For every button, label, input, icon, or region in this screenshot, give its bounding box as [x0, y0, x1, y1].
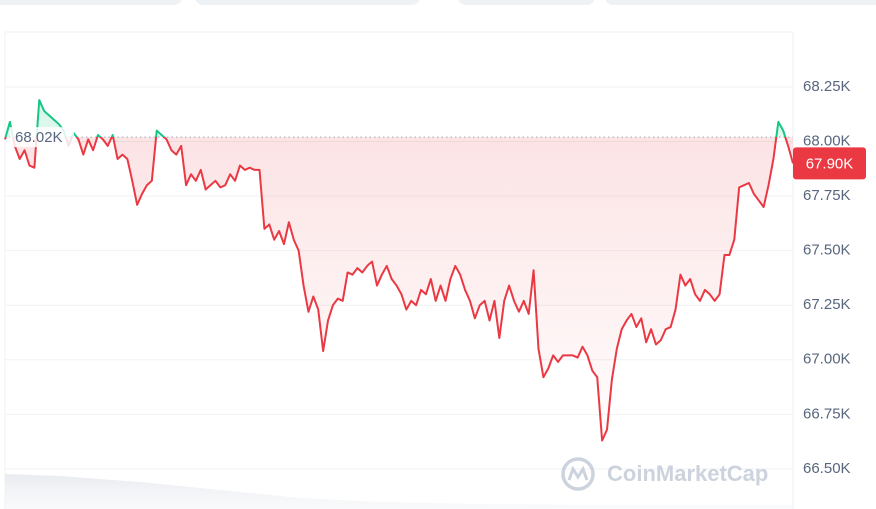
y-tick-label: 67.00K	[803, 351, 851, 368]
watermark-logo	[561, 457, 595, 491]
y-tick-label: 68.25K	[803, 78, 851, 95]
y-tick-label: 67.75K	[803, 187, 851, 204]
volume-area	[5, 474, 793, 509]
tab[interactable]	[0, 0, 182, 5]
tab[interactable]	[458, 0, 595, 5]
watermark-logo	[567, 465, 589, 481]
baseline-label-bg	[10, 127, 74, 148]
baseline-label: 68.02K	[15, 129, 63, 146]
watermark: CoinMarketCap	[561, 457, 768, 491]
last-price-label: 67.90K	[806, 155, 854, 172]
y-tick-label: 67.50K	[803, 242, 851, 259]
last-price-tag	[793, 147, 866, 180]
tab[interactable]	[195, 0, 420, 5]
y-tick-label: 68.00K	[803, 132, 851, 149]
watermark-text: CoinMarketCap	[607, 461, 768, 486]
y-tick-label: 67.25K	[803, 296, 851, 313]
y-tick-label: 66.50K	[803, 460, 851, 477]
plot	[4, 99, 794, 442]
tab[interactable]	[605, 0, 876, 5]
labels: 66.50K 66.75K 67.00K 67.25K 67.50K 67.75K 68.0…	[10, 78, 866, 477]
y-tick-label: 66.75K	[803, 405, 851, 422]
area-fill	[5, 100, 793, 441]
price-line	[4, 99, 794, 442]
